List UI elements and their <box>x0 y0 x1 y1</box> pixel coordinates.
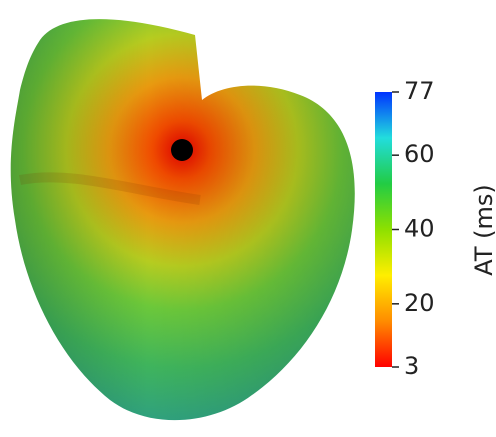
tick-label: 40 <box>404 215 435 243</box>
tick-label: 60 <box>404 140 435 168</box>
colorbar-title: AT (ms) <box>470 184 496 275</box>
tick-label: 3 <box>404 352 419 380</box>
tick-label: 77 <box>404 77 435 105</box>
colorbar: AT (ms) 3 20 40 60 77 <box>375 77 496 380</box>
heart-model <box>10 19 355 421</box>
colorbar-gradient <box>375 92 392 367</box>
tick-label: 20 <box>404 289 435 317</box>
